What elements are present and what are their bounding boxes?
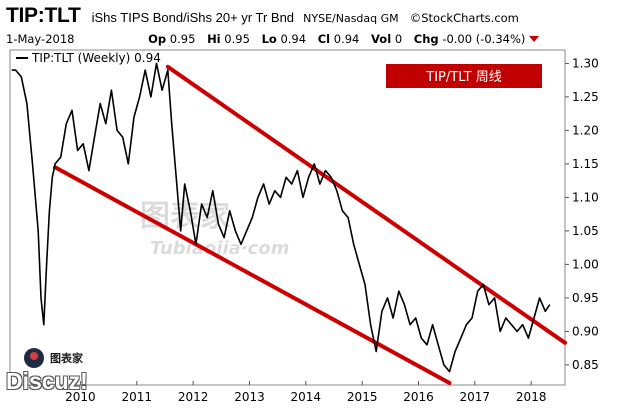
y-tick-label: 1.30	[572, 56, 599, 70]
forum-watermark: Discuz!	[6, 368, 88, 394]
title-box-bg	[386, 64, 542, 88]
y-tick-label: 1.00	[572, 257, 599, 271]
y-tick-label: 1.15	[572, 157, 599, 171]
y-axis-ticks: 0.85 0.90 0.95 1.00 1.05 1.10 1.15 1.20 1.25 1.30	[565, 56, 599, 372]
logo-label: 图表家	[50, 352, 83, 365]
symbol-label: TIP:TLT	[6, 4, 81, 27]
x-axis-ticks: 2010 2011 2012 2013 2014 2015 2016 2017 2018	[65, 381, 546, 404]
channel-line-upper	[165, 64, 567, 345]
x-tick-label: 2016	[403, 390, 434, 404]
x-tick-label: 2014	[291, 390, 322, 404]
legend-label: TIP:TLT (Weekly) 0.94	[31, 51, 161, 65]
high-value: Hi 0.95	[207, 32, 250, 46]
y-tick-label: 1.05	[572, 224, 599, 238]
close-value: Cl 0.94	[317, 32, 360, 46]
low-value: Lo 0.94	[261, 32, 307, 46]
chart-title-box: TIP/TLT 周线	[386, 64, 542, 88]
trend-channel	[53, 64, 567, 385]
x-tick-label: 2012	[178, 390, 209, 404]
tubiaojia-logo	[22, 346, 112, 370]
y-tick-label: 1.25	[572, 90, 599, 104]
y-tick-label: 0.85	[572, 358, 599, 372]
x-tick-label: 2017	[460, 390, 491, 404]
chart-title: TIP/TLT 周线	[425, 70, 501, 85]
y-tick-label: 1.10	[572, 190, 599, 204]
exchange-label: NYSE/Nasdaq GM	[303, 12, 399, 25]
channel-line-lower	[53, 165, 452, 385]
series-legend: TIP:TLT (Weekly) 0.94	[16, 51, 161, 65]
volume-value: Vol 0	[371, 32, 403, 46]
open-value: Op 0.95	[148, 32, 196, 46]
chart-header: TIP:TLT iShs TIPS Bond/iShs 20+ yr Tr Bn…	[6, 4, 519, 30]
instrument-description: iShs TIPS Bond/iShs 20+ yr Tr Bnd	[91, 10, 295, 25]
x-tick-label: 2015	[347, 390, 378, 404]
series-line	[11, 62, 551, 373]
y-tick-label: 0.90	[572, 324, 599, 338]
brand-link[interactable]: ©StockCharts.com	[409, 11, 519, 25]
x-tick-label: 2010	[65, 390, 96, 404]
date-label: 1-May-2018	[6, 32, 75, 46]
ohlc-bar: 1-May-2018 Op 0.95 Hi 0.95 Lo 0.94 Cl 0.…	[6, 32, 547, 46]
plot-frame	[9, 49, 566, 386]
x-tick-label: 2018	[516, 390, 547, 404]
y-tick-label: 1.20	[572, 123, 599, 137]
y-tick-label: 0.95	[572, 291, 599, 305]
watermark-site-text: Tubiaojia·com	[150, 238, 289, 259]
x-tick-label: 2011	[122, 390, 153, 404]
series-group	[11, 62, 551, 373]
logo-dot-icon	[30, 352, 38, 360]
change-value: Chg -0.00 (-0.34%)	[414, 32, 540, 46]
x-tick-label: 2013	[234, 390, 265, 404]
down-arrow-icon	[529, 36, 540, 42]
